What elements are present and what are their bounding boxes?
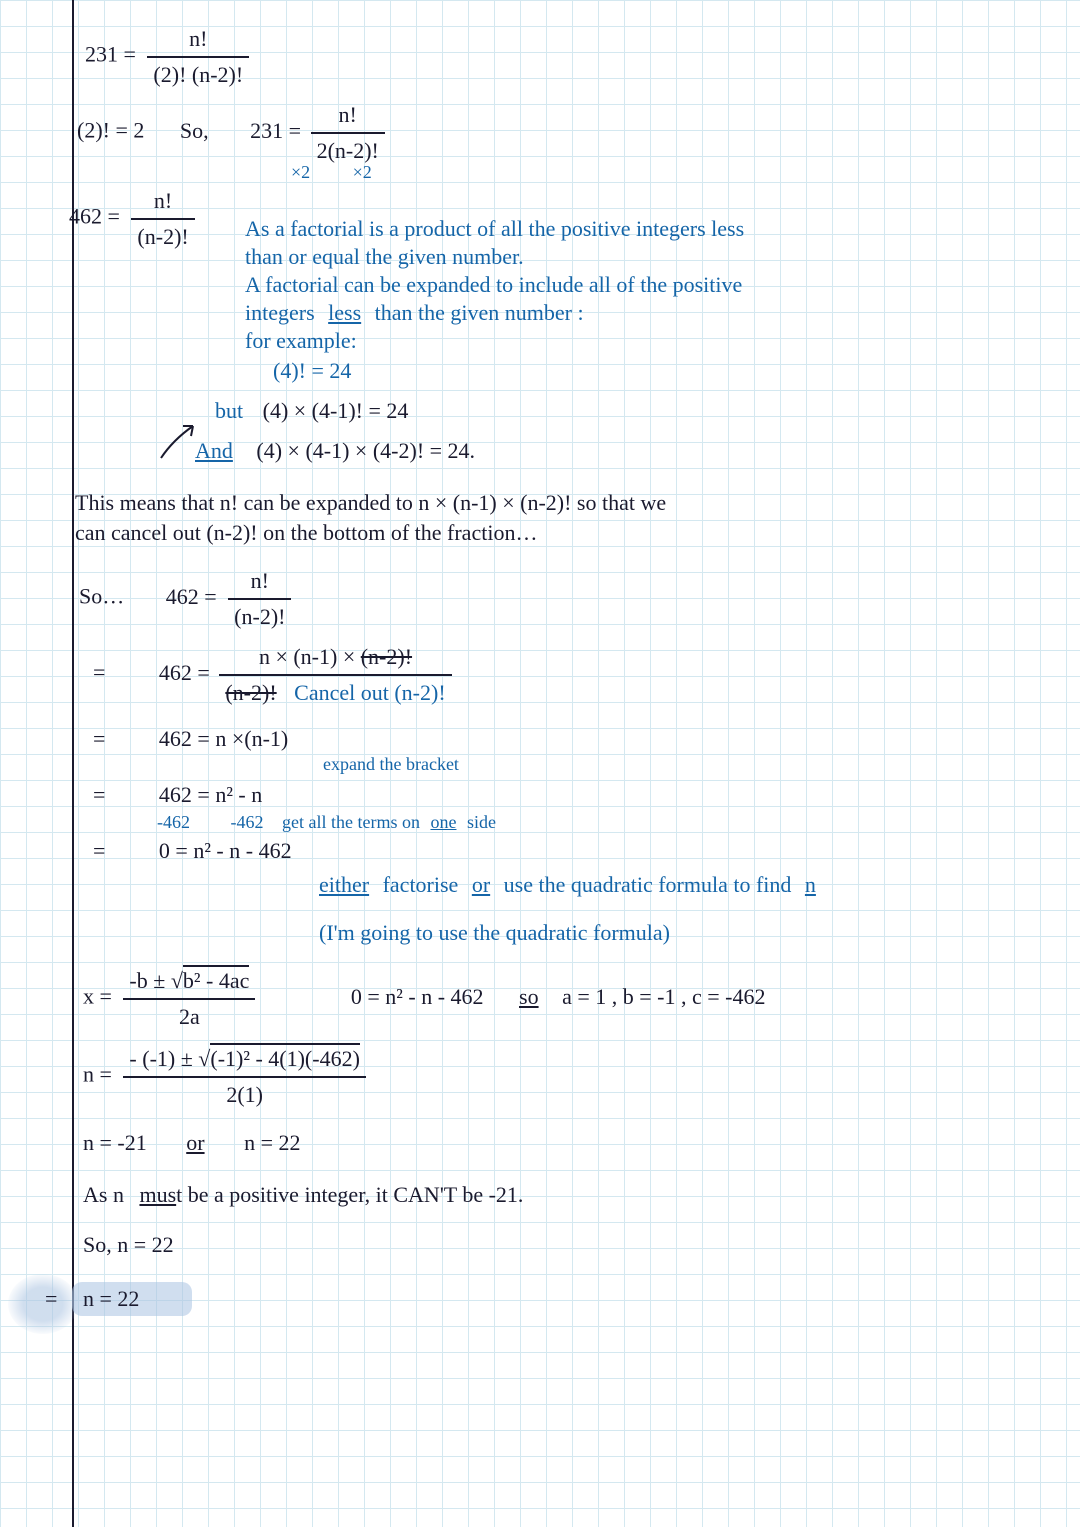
side-word: side	[467, 812, 496, 832]
note-less-ul: less	[328, 300, 361, 325]
expand-explain-1: This means that n! can be expanded to n …	[75, 488, 666, 518]
times-two-right: ×2	[353, 162, 372, 182]
so-label: So,	[180, 118, 209, 143]
factorise-word: factorise	[383, 872, 459, 897]
one-side-note: get all the terms on	[282, 812, 420, 832]
eq-quad: 462 = n² - n	[159, 782, 262, 807]
final-eq-sign: =	[45, 1284, 57, 1314]
eq-sign-3: =	[93, 782, 105, 807]
note-for-example: for example:	[245, 326, 357, 356]
note-factorial-2: A factorial can be expanded to include a…	[245, 270, 742, 300]
as-n: As n	[83, 1182, 124, 1207]
note-factorial-2b: integers	[245, 300, 315, 325]
or-ul: or	[472, 872, 490, 897]
note-4x3x2fact: (4) × (4-1) × (4-2)! = 24.	[256, 438, 475, 463]
eq-sign-2: =	[93, 726, 105, 751]
eq1-frac: n! (2)! (n-2)!	[147, 24, 249, 89]
eq462-lhs: 462 =	[166, 584, 217, 609]
eq2-frac: n! 2(n-2)!	[311, 100, 385, 165]
eq-sign-4: =	[93, 838, 105, 863]
eq462-frac: n! (n-2)!	[228, 566, 291, 631]
qf-eq-repeat: 0 = n² - n - 462	[351, 984, 484, 1009]
note-4fact: (4)! = 24	[273, 356, 351, 386]
eq3-lhs: 462 =	[69, 204, 120, 229]
n-ul: n	[805, 872, 816, 897]
qf-x-eq: x =	[83, 984, 112, 1009]
one-ul: one	[430, 812, 456, 832]
going-to-use-note: (I'm going to use the quadratic formula)	[319, 918, 670, 948]
note-factorial-1b: than or equal the given number.	[245, 242, 524, 272]
root-neg21: n = -21	[83, 1130, 147, 1155]
or-roots: or	[186, 1130, 204, 1155]
concl-rest: t be a positive integer, it CAN'T be -21…	[176, 1182, 523, 1207]
times-two-left: ×2	[291, 162, 310, 182]
eq-expand-frac: n × (n-1) × (n-2)! (n-2)! Cancel out (n-…	[219, 642, 451, 707]
two-factorial: (2)! = 2	[77, 118, 144, 143]
sub-frac: - (-1) ± √(-1)² - 4(1)(-462) 2(1)	[123, 1044, 365, 1109]
note-factorial-1: As a factorial is a product of all the p…	[245, 214, 744, 244]
eq-nn1: 462 = n ×(n-1)	[159, 726, 288, 751]
root-22: n = 22	[244, 1130, 300, 1155]
highlight-blob-left	[8, 1274, 78, 1334]
qf-frac: -b ± √b² - 4ac 2a	[123, 966, 255, 1031]
so-n-22: So, n = 22	[83, 1230, 174, 1260]
sub-n-eq: n =	[83, 1062, 112, 1087]
eq-zero: 0 = n² - n - 462	[159, 838, 292, 863]
minus462-l: -462	[157, 812, 190, 832]
coefficients: a = 1 , b = -1 , c = -462	[562, 984, 765, 1009]
must-ul: mus	[139, 1182, 176, 1207]
cancel-note: Cancel out (n-2)!	[294, 680, 446, 705]
eq2-lhs: 231 =	[250, 118, 301, 143]
either-ul: either	[319, 872, 369, 897]
note-factorial-2c: than the given number :	[375, 300, 584, 325]
eq3-frac: n! (n-2)!	[131, 186, 194, 251]
final-answer: n = 22	[83, 1284, 139, 1314]
note-but: but	[215, 398, 243, 423]
expand-explain-2: can cancel out (n-2)! on the bottom of t…	[75, 518, 537, 548]
eq-expand-lhs: 462 =	[159, 660, 210, 685]
use-qf-note: use the quadratic formula to find	[504, 872, 792, 897]
eq1-lhs: 231 =	[85, 42, 136, 67]
so-ul: so	[519, 984, 539, 1009]
so-ellipsis: So…	[79, 584, 124, 609]
expand-bracket-note: expand the bracket	[323, 752, 459, 776]
arrow-icon	[153, 420, 203, 464]
eq-sign-1: =	[93, 660, 105, 685]
note-4x3fact: (4) × (4-1)! = 24	[263, 398, 409, 423]
minus462-r: -462	[231, 812, 264, 832]
